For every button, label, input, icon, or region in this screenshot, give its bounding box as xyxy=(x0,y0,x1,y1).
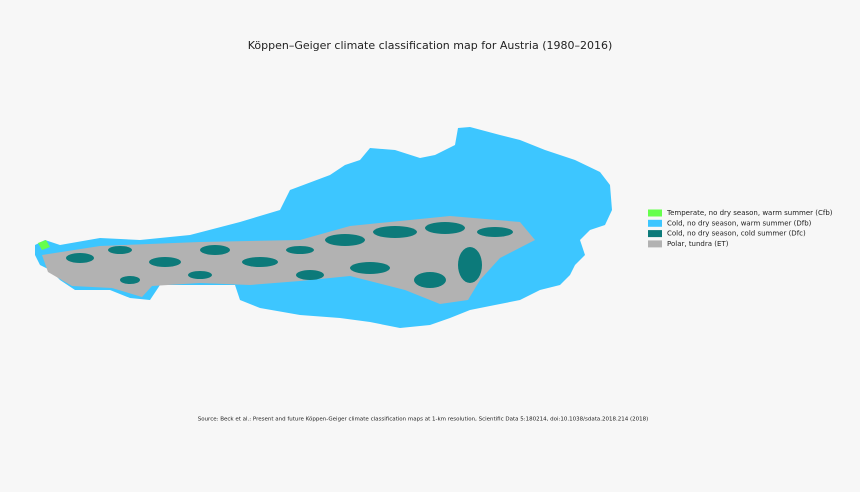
region-dfb xyxy=(35,127,612,328)
legend: Temperate, no dry season, warm summer (C… xyxy=(648,209,833,248)
legend-label: Polar, tundra (ET) xyxy=(667,240,729,248)
map-title: Köppen–Geiger climate classification map… xyxy=(248,39,613,52)
legend-swatch xyxy=(648,240,662,248)
region-dfc xyxy=(66,222,513,288)
legend-label: Cold, no dry season, cold summer (Dfc) xyxy=(667,230,806,238)
legend-swatch xyxy=(648,219,662,227)
region-cfb xyxy=(38,240,50,250)
legend-label: Temperate, no dry season, warm summer (C… xyxy=(666,209,833,217)
legend-swatch xyxy=(648,209,662,217)
austria-map xyxy=(35,127,612,328)
source-note: Source: Beck et al.: Present and future … xyxy=(198,417,649,423)
region-et xyxy=(42,216,535,304)
legend-swatch xyxy=(648,230,662,238)
legend-label: Cold, no dry season, warm summer (Dfb) xyxy=(667,219,812,227)
